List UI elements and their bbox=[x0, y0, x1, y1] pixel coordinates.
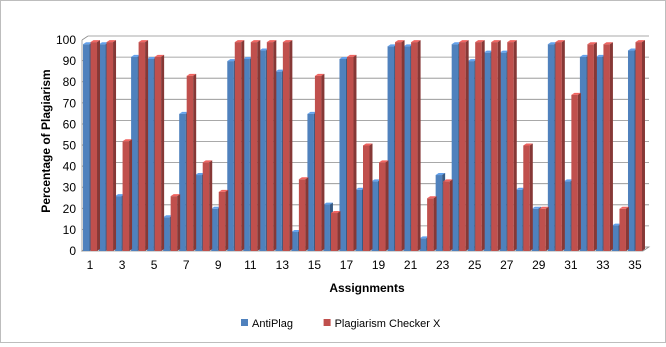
bar-plagiarism-checker-x-29 bbox=[539, 206, 549, 251]
y-tick-label: 100 bbox=[56, 33, 76, 47]
x-tick-label: 11 bbox=[244, 258, 257, 272]
x-tick-label: 17 bbox=[340, 258, 354, 272]
x-tick-label: 21 bbox=[404, 258, 418, 272]
legend-item-antiplag: AntiPlag bbox=[241, 318, 293, 330]
x-tick-label: 1 bbox=[87, 258, 94, 272]
bar-plagiarism-checker-x-25 bbox=[475, 40, 485, 251]
bar-plagiarism-checker-x-13 bbox=[282, 40, 293, 251]
bar-plagiarism-checker-x-6 bbox=[170, 194, 181, 251]
legend-label: Plagiarism Checker X bbox=[335, 318, 441, 330]
y-tick-label: 70 bbox=[63, 96, 77, 110]
bar-plagiarism-checker-x-19 bbox=[379, 160, 389, 251]
bar-plagiarism-checker-x-16 bbox=[330, 211, 341, 251]
legend-item-plagiarism-checker-x: Plagiarism Checker X bbox=[323, 318, 441, 330]
bar-plagiarism-checker-x-17 bbox=[346, 54, 357, 251]
y-tick-label: 60 bbox=[63, 117, 77, 131]
gridline-depth bbox=[81, 35, 89, 41]
x-axis-ticks: 1 3 5 7 9 11 13 15 17 19 21 23 25 27 29 31 33 35 bbox=[87, 258, 642, 272]
x-tick-label: 5 bbox=[151, 258, 158, 272]
legend-swatch bbox=[241, 319, 248, 326]
bar-plagiarism-checker-x-31 bbox=[571, 92, 581, 251]
x-tick-label: 25 bbox=[468, 258, 482, 272]
y-tick-label: 30 bbox=[63, 181, 77, 195]
y-tick-label: 50 bbox=[63, 139, 77, 153]
x-tick-label: 27 bbox=[500, 258, 514, 272]
y-tick-label: 20 bbox=[63, 202, 77, 216]
bar-plagiarism-checker-x-4 bbox=[138, 40, 149, 251]
y-axis-title: Percentage of Plagiarism bbox=[39, 69, 53, 212]
bar-plagiarism-checker-x-21 bbox=[411, 40, 421, 251]
legend: AntiPlag Plagiarism Checker X bbox=[241, 318, 441, 330]
bar-plagiarism-checker-x-2 bbox=[106, 40, 117, 251]
bar-plagiarism-checker-x-12 bbox=[266, 40, 277, 251]
y-tick-label: 80 bbox=[63, 75, 77, 89]
legend-swatch bbox=[323, 319, 331, 326]
y-tick-label: 10 bbox=[63, 223, 77, 237]
bar-plagiarism-checker-x-34 bbox=[619, 206, 629, 251]
y-tick-label: 40 bbox=[63, 160, 77, 174]
bar-plagiarism-checker-x-3 bbox=[122, 139, 133, 251]
bar-plagiarism-checker-x-28 bbox=[523, 143, 533, 251]
bar-plagiarism-checker-x-32 bbox=[587, 42, 597, 251]
bar-plagiarism-checker-x-24 bbox=[459, 40, 469, 251]
y-axis-ticks: 0 10 20 30 40 50 60 70 80 90 100 bbox=[56, 33, 76, 258]
bar-plagiarism-checker-x-14 bbox=[298, 177, 309, 251]
bar-plagiarism-checker-x-15 bbox=[314, 73, 325, 252]
x-tick-label: 9 bbox=[215, 258, 222, 272]
bar-plagiarism-checker-x-33 bbox=[603, 42, 613, 251]
bar-plagiarism-checker-x-18 bbox=[363, 143, 373, 251]
x-tick-label: 15 bbox=[308, 258, 322, 272]
bar-plagiarism-checker-x-20 bbox=[395, 40, 405, 251]
x-tick-label: 33 bbox=[596, 258, 610, 272]
bar-plagiarism-checker-x-9 bbox=[218, 189, 229, 251]
x-tick-label: 7 bbox=[183, 258, 190, 272]
bar-plagiarism-checker-x-27 bbox=[507, 40, 517, 251]
bar-plagiarism-checker-x-22 bbox=[427, 196, 437, 251]
bar-plagiarism-checker-x-7 bbox=[186, 73, 197, 252]
x-axis-title: Assignments bbox=[329, 281, 405, 295]
bar-plagiarism-checker-x-26 bbox=[491, 40, 501, 251]
y-tick-label: 0 bbox=[69, 244, 76, 258]
x-tick-label: 31 bbox=[564, 258, 578, 272]
x-tick-label: 3 bbox=[119, 258, 126, 272]
bar-plagiarism-checker-x-5 bbox=[154, 54, 165, 251]
y-tick-label: 90 bbox=[63, 54, 77, 68]
x-tick-label: 23 bbox=[436, 258, 450, 272]
bar-plagiarism-checker-x-11 bbox=[250, 40, 261, 251]
x-tick-label: 19 bbox=[372, 258, 386, 272]
legend-label: AntiPlag bbox=[252, 318, 293, 330]
x-tick-label: 35 bbox=[628, 258, 642, 272]
bar-plagiarism-checker-x-23 bbox=[443, 179, 453, 251]
bar-plagiarism-checker-x-35 bbox=[635, 40, 645, 251]
bar-plagiarism-checker-x-8 bbox=[202, 160, 213, 251]
x-tick-label: 29 bbox=[532, 258, 546, 272]
bar-plagiarism-checker-x-1 bbox=[90, 40, 101, 251]
bar-plagiarism-checker-x-30 bbox=[555, 40, 565, 251]
x-tick-label: 13 bbox=[276, 258, 290, 272]
bar-plagiarism-checker-x-10 bbox=[234, 40, 245, 251]
bars bbox=[83, 40, 645, 252]
